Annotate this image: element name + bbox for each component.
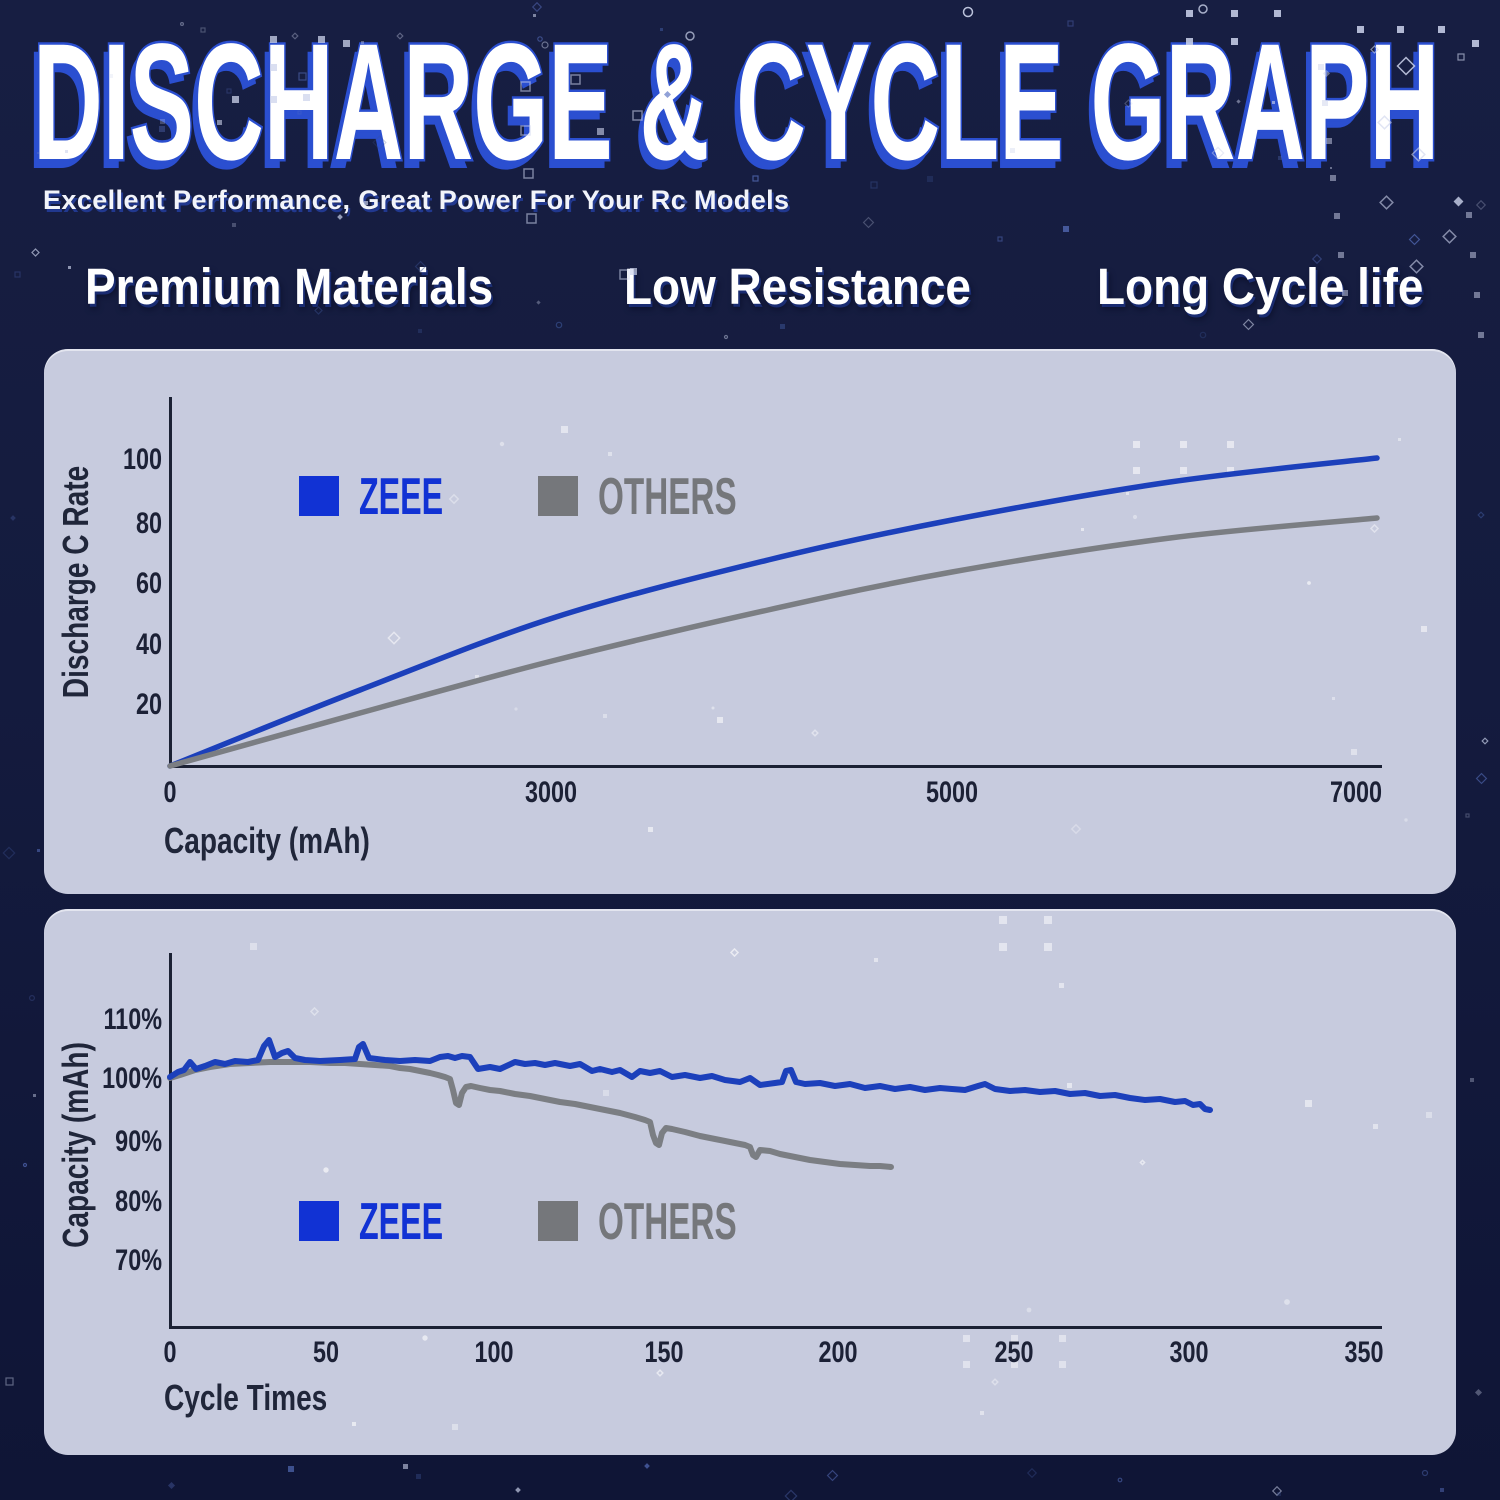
- svg-text:5000: 5000: [926, 775, 978, 808]
- svg-text:100: 100: [474, 1335, 513, 1368]
- svg-text:60: 60: [136, 566, 162, 599]
- svg-text:20: 20: [136, 687, 162, 720]
- svg-text:Capacity (mAh): Capacity (mAh): [56, 1042, 96, 1248]
- svg-text:110%: 110%: [103, 1002, 162, 1035]
- svg-text:0: 0: [163, 775, 176, 808]
- svg-text:200: 200: [818, 1335, 857, 1368]
- svg-text:90%: 90%: [115, 1124, 162, 1157]
- svg-text:ZEEE: ZEEE: [359, 468, 443, 526]
- svg-text:OTHERS: OTHERS: [598, 468, 737, 526]
- svg-text:50: 50: [313, 1335, 339, 1368]
- svg-text:Cycle Times: Cycle Times: [164, 1378, 327, 1418]
- svg-text:80%: 80%: [115, 1184, 162, 1217]
- svg-text:0: 0: [163, 1335, 176, 1368]
- svg-text:100%: 100%: [102, 1061, 162, 1094]
- svg-text:80: 80: [136, 506, 162, 539]
- svg-text:OTHERS: OTHERS: [598, 1193, 737, 1251]
- svg-text:7000: 7000: [1330, 775, 1382, 808]
- svg-text:ZEEE: ZEEE: [359, 1193, 443, 1251]
- svg-text:350: 350: [1344, 1335, 1383, 1368]
- svg-text:40: 40: [136, 627, 162, 660]
- svg-text:70%: 70%: [115, 1243, 162, 1276]
- svg-text:250: 250: [994, 1335, 1033, 1368]
- svg-text:3000: 3000: [525, 775, 577, 808]
- svg-text:150: 150: [644, 1335, 683, 1368]
- svg-text:Discharge C Rate: Discharge C Rate: [56, 466, 96, 698]
- svg-text:300: 300: [1169, 1335, 1208, 1368]
- svg-text:100: 100: [123, 442, 162, 475]
- svg-text:Capacity (mAh): Capacity (mAh): [164, 821, 370, 861]
